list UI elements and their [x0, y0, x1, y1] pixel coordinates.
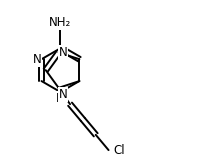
Text: Cl: Cl	[113, 144, 125, 157]
Text: N: N	[33, 53, 42, 66]
Text: N: N	[59, 88, 67, 101]
Text: N: N	[56, 92, 65, 105]
Text: N: N	[59, 46, 67, 59]
Text: NH₂: NH₂	[49, 16, 72, 29]
